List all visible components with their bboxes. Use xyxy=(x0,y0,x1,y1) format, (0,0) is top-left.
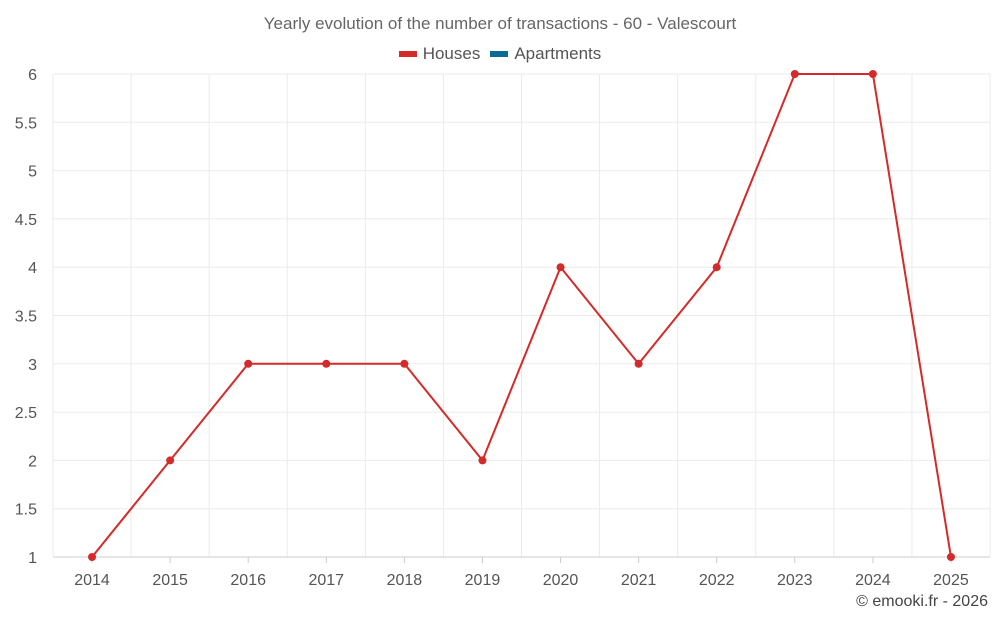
legend-label-apartments: Apartments xyxy=(514,44,602,63)
data-point-houses-2021[interactable] xyxy=(634,359,643,368)
data-point-houses-2020[interactable] xyxy=(556,263,565,272)
x-tick-label: 2022 xyxy=(699,572,735,589)
series-group xyxy=(88,70,955,561)
data-point-houses-2022[interactable] xyxy=(712,263,721,272)
y-tick-label: 5.5 xyxy=(15,115,37,132)
x-tick-label: 2020 xyxy=(543,572,579,589)
y-tick-label: 4 xyxy=(28,260,37,277)
x-tick-label: 2025 xyxy=(933,572,969,589)
x-tick-label: 2017 xyxy=(308,572,344,589)
chart-title: Yearly evolution of the number of transa… xyxy=(263,14,737,33)
legend-swatch-apartments xyxy=(490,51,509,57)
y-tick-label: 3.5 xyxy=(15,309,37,326)
legend-item-apartments[interactable]: Apartments xyxy=(490,44,601,64)
y-tick-label: 4.5 xyxy=(15,212,37,229)
y-tick-label: 2.5 xyxy=(15,405,37,422)
x-tick-label: 2018 xyxy=(387,572,423,589)
data-point-houses-2018[interactable] xyxy=(400,359,409,368)
credit-text: © emooki.fr - 2026 xyxy=(856,593,988,610)
x-tick-label: 2015 xyxy=(152,572,188,589)
y-axis-ticks: 1 1.5 2 2.5 3 3.5 4 4.5 5 5.5 6 xyxy=(15,67,37,567)
legend: Houses Apartments xyxy=(0,44,1000,64)
x-axis-ticks: 2014 2015 2016 2017 2018 2019 2020 2021 2022 2023… xyxy=(74,557,969,589)
y-tick-label: 6 xyxy=(28,67,37,84)
x-tick-label: 2024 xyxy=(855,572,891,589)
data-point-houses-2014[interactable] xyxy=(88,553,97,561)
data-point-houses-2017[interactable] xyxy=(322,359,331,368)
data-point-houses-2025[interactable] xyxy=(946,553,955,561)
x-tick-label: 2019 xyxy=(465,572,501,589)
y-tick-label: 1.5 xyxy=(15,502,37,519)
legend-item-houses[interactable]: Houses xyxy=(398,44,481,64)
data-point-houses-2015[interactable] xyxy=(166,456,175,465)
x-tick-label: 2014 xyxy=(74,572,110,589)
data-point-houses-2019[interactable] xyxy=(478,456,487,465)
y-tick-label: 2 xyxy=(28,453,37,470)
legend-swatch-houses xyxy=(398,51,417,57)
grid xyxy=(52,73,991,558)
data-point-houses-2024[interactable] xyxy=(868,70,877,78)
x-tick-label: 2023 xyxy=(777,572,813,589)
series-line-houses xyxy=(91,73,952,558)
legend-label-houses: Houses xyxy=(422,44,481,63)
x-tick-label: 2021 xyxy=(621,572,657,589)
y-tick-label: 3 xyxy=(28,357,37,374)
data-point-houses-2016[interactable] xyxy=(244,359,253,368)
data-point-houses-2023[interactable] xyxy=(790,70,799,78)
y-tick-label: 5 xyxy=(28,164,37,181)
x-tick-label: 2016 xyxy=(230,572,266,589)
y-tick-label: 1 xyxy=(28,550,37,567)
